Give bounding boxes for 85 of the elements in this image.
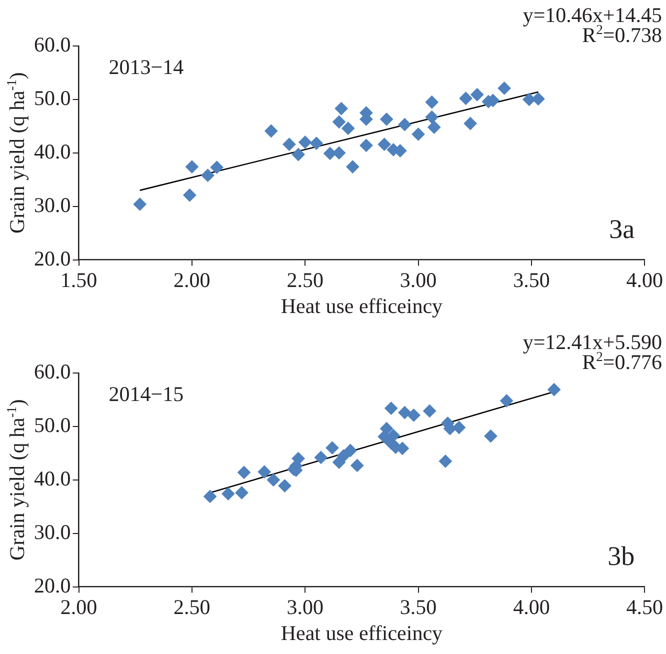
annotation: 3a	[609, 214, 635, 244]
point	[332, 146, 346, 160]
point	[264, 124, 278, 138]
point	[470, 88, 484, 102]
point	[459, 92, 472, 105]
point	[324, 146, 336, 160]
x-tick-label: 2.50	[174, 594, 210, 619]
point	[334, 102, 348, 116]
y-tick-label: 30.0	[34, 192, 71, 217]
y-tick-label: 50.0	[34, 86, 71, 110]
point	[298, 136, 312, 149]
point	[133, 198, 146, 211]
y-axis-title: Grain yield (q ha-1)	[4, 72, 29, 234]
point	[464, 117, 477, 130]
text: y=10.46x+14.45	[522, 3, 662, 27]
text: y=12.41x+5.590	[522, 330, 662, 354]
y-tick-label: 40.0	[34, 466, 71, 490]
y-tick-label: 20.0	[34, 246, 71, 270]
point	[398, 118, 412, 132]
point	[412, 128, 425, 141]
point	[282, 138, 296, 151]
x-tick-label: 4.00	[626, 268, 663, 292]
point	[386, 429, 400, 442]
point	[380, 112, 394, 126]
point	[222, 487, 235, 500]
annotation: 2014−15	[108, 382, 184, 406]
y-tick-label: 60.0	[34, 32, 71, 57]
point	[342, 122, 355, 135]
point	[332, 115, 346, 128]
x-tick-label: 3.00	[286, 594, 324, 619]
x-tick-label: 3.50	[513, 268, 550, 292]
y-tick-label: 20.0	[34, 573, 71, 598]
point	[292, 148, 305, 162]
x-tick-label: 1.50	[60, 268, 98, 292]
point	[407, 408, 420, 422]
point	[292, 452, 305, 466]
point	[201, 168, 214, 182]
x-tick-label: 3.50	[400, 594, 437, 619]
point	[423, 404, 436, 418]
y-tick-label: 60.0	[34, 360, 71, 384]
point	[185, 160, 198, 174]
x-axis-title: Heat use efficeincy	[280, 294, 444, 318]
point	[278, 479, 292, 492]
x-tick-label: 2.00	[174, 268, 210, 292]
point	[380, 422, 394, 436]
point	[326, 441, 339, 454]
x-tick-label: 4.00	[513, 594, 550, 619]
point	[532, 92, 545, 106]
x-tick-label: 3.00	[400, 268, 437, 292]
point	[235, 486, 248, 500]
point	[500, 394, 514, 408]
x-axis-title: Heat use efficeincy	[280, 620, 444, 645]
point	[314, 450, 328, 464]
y-tick-label: 30.0	[34, 520, 71, 544]
x-tick-label: 2.00	[60, 594, 98, 619]
point	[204, 490, 217, 503]
point	[237, 466, 250, 479]
point	[484, 430, 498, 443]
point	[498, 82, 511, 95]
point	[452, 421, 466, 434]
point	[346, 160, 360, 174]
y-tick-label: 50.0	[34, 412, 71, 437]
point	[183, 188, 196, 202]
point	[210, 160, 224, 174]
point	[398, 406, 412, 420]
point	[258, 465, 271, 478]
point	[438, 454, 452, 468]
point	[548, 383, 561, 396]
point	[266, 473, 280, 486]
point	[310, 136, 323, 150]
point	[428, 120, 441, 134]
point	[350, 458, 364, 472]
x-tick-label: 2.50	[286, 268, 324, 292]
y-tick-label: 40.0	[34, 139, 71, 164]
x-tick-label: 4.50	[626, 594, 663, 619]
y-axis-title: Grain yield (q ha-1)	[4, 399, 29, 561]
point	[337, 449, 350, 462]
annotation: 3b	[608, 540, 635, 571]
point	[344, 444, 357, 458]
point	[384, 402, 398, 415]
point	[425, 96, 438, 109]
point	[378, 138, 391, 151]
annotation: 2013−14	[108, 55, 184, 79]
point	[425, 110, 438, 124]
point	[360, 138, 373, 152]
